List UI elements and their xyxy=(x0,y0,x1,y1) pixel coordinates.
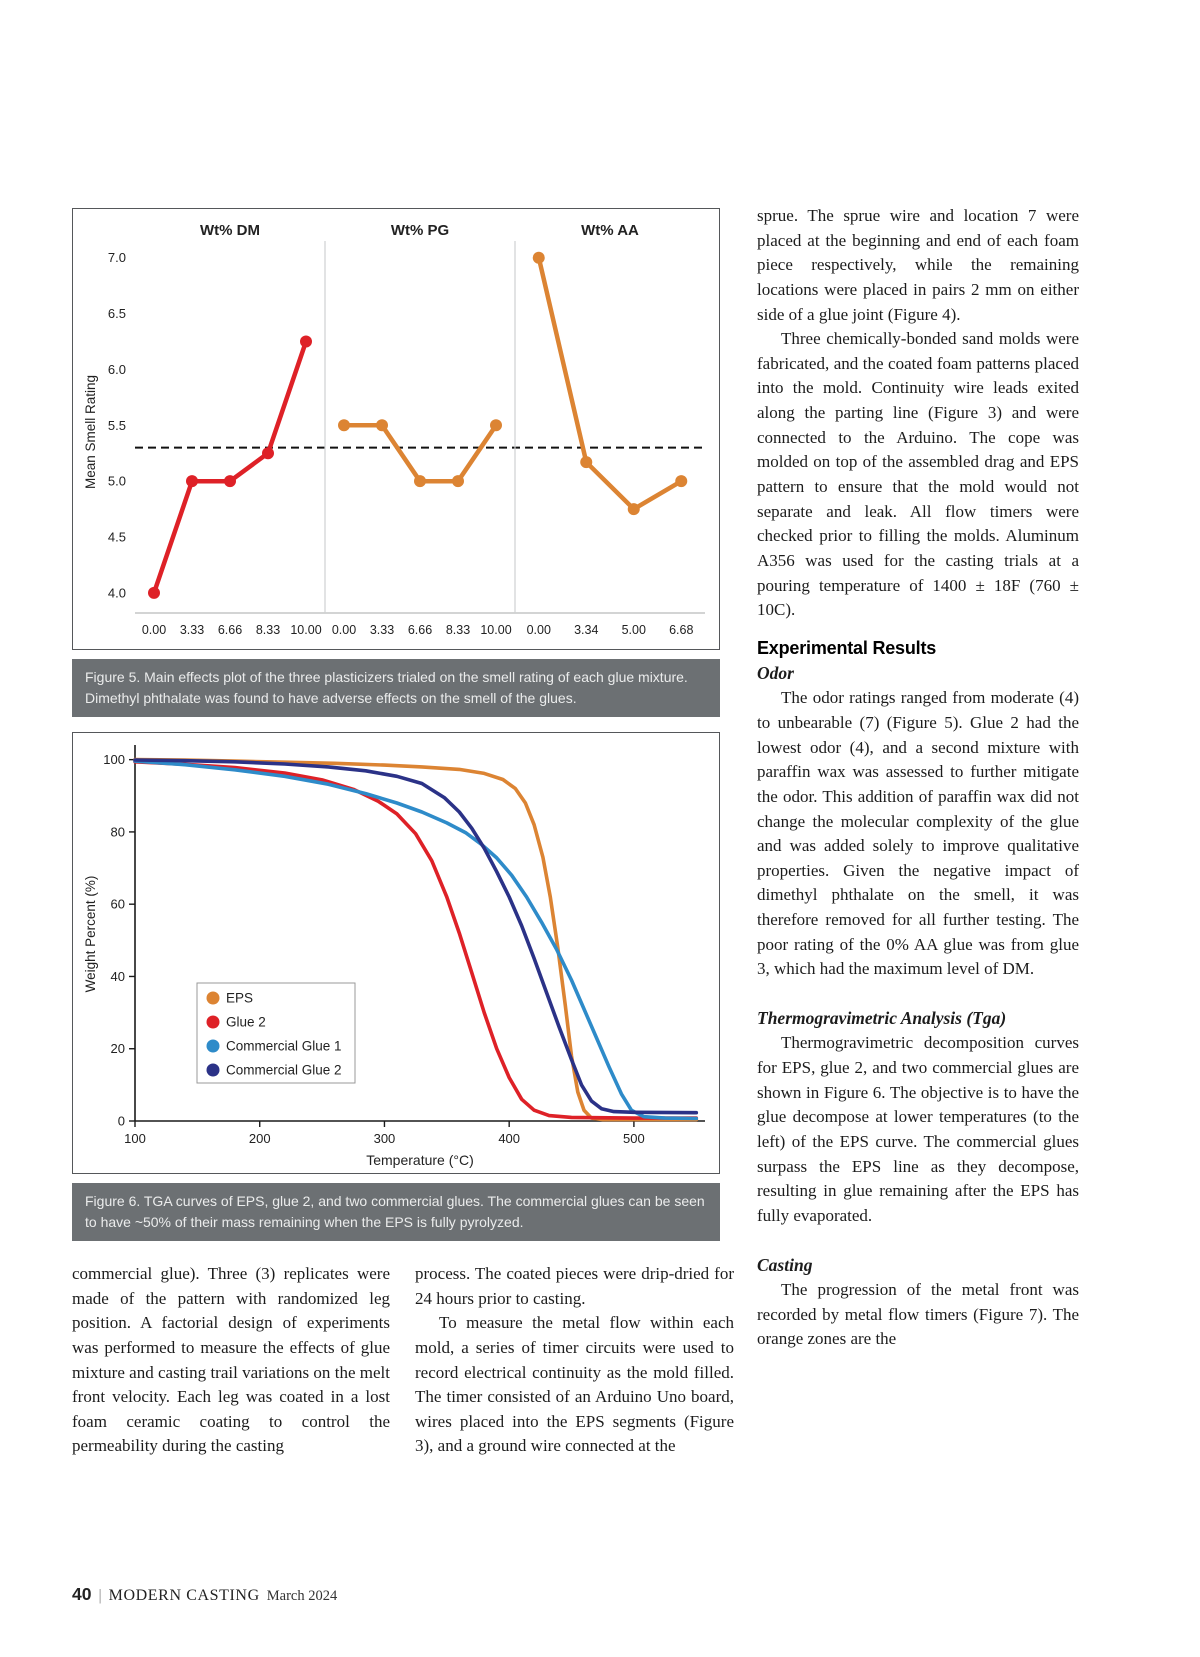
data-point xyxy=(338,419,350,432)
paragraph-casting: The progression of the metal front was r… xyxy=(757,1279,1079,1349)
svg-text:0.00: 0.00 xyxy=(527,623,551,637)
issue-date: March 2024 xyxy=(266,1588,338,1604)
series-line-Wt%-AA xyxy=(536,255,684,512)
data-point xyxy=(300,335,312,348)
bottom-middle-column: process. The coated pieces were drip-dri… xyxy=(415,1262,734,1459)
svg-text:6.66: 6.66 xyxy=(408,623,432,637)
data-point xyxy=(224,475,236,488)
svg-text:400: 400 xyxy=(498,1131,520,1146)
svg-text:20: 20 xyxy=(111,1041,125,1056)
figure5-caption: Figure 5. Main effects plot of the three… xyxy=(72,659,720,717)
legend-label: Glue 2 xyxy=(226,1015,266,1030)
series-line-EPS xyxy=(133,757,699,1122)
series-line-Glue-2 xyxy=(133,759,699,1120)
series-line-Wt%-DM xyxy=(151,339,309,596)
svg-text:3.33: 3.33 xyxy=(370,623,394,637)
svg-text:0: 0 xyxy=(118,1114,125,1129)
figure6-caption: Figure 6. TGA curves of EPS, glue 2, and… xyxy=(72,1183,720,1241)
svg-text:0.00: 0.00 xyxy=(332,623,356,637)
paragraph-replicates: commercial glue). Three (3) replicates w… xyxy=(72,1264,390,1456)
svg-text:10.00: 10.00 xyxy=(290,623,321,637)
legend-swatch xyxy=(206,1039,220,1053)
svg-text:3.34: 3.34 xyxy=(574,623,598,637)
svg-text:0.00: 0.00 xyxy=(142,623,166,637)
data-point xyxy=(580,456,593,469)
y-axis-label: Mean Smell Rating xyxy=(83,375,98,489)
svg-text:300: 300 xyxy=(374,1131,396,1146)
series-line-Wt%-PG xyxy=(341,423,499,484)
svg-text:6.68: 6.68 xyxy=(669,623,693,637)
svg-text:8.33: 8.33 xyxy=(446,623,470,637)
svg-text:5.5: 5.5 xyxy=(108,418,126,433)
legend-label: EPS xyxy=(226,991,253,1006)
svg-text:40: 40 xyxy=(111,969,125,984)
legend-label: Commercial Glue 2 xyxy=(226,1063,342,1078)
svg-text:500: 500 xyxy=(623,1131,645,1146)
svg-text:6.66: 6.66 xyxy=(218,623,242,637)
svg-text:4.5: 4.5 xyxy=(108,530,126,545)
subheading-tga: Thermogravimetric Analysis (Tga) xyxy=(757,1008,1007,1029)
y-axis-label: Weight Percent (%) xyxy=(83,876,98,993)
paragraph-odor: The odor ratings ranged from moderate (4… xyxy=(757,688,1079,979)
data-point xyxy=(675,475,688,488)
data-point xyxy=(414,475,426,488)
svg-text:60: 60 xyxy=(111,897,125,912)
figure6-chart: 100 200 300 400 500 0 20 40 60 80 100 Temperature (… xyxy=(83,745,705,1168)
paragraph-timers: To measure the metal flow within each mo… xyxy=(415,1313,734,1456)
svg-text:5.00: 5.00 xyxy=(622,623,646,637)
data-point xyxy=(532,251,545,264)
legend-swatch xyxy=(206,1015,220,1029)
panel-title: Wt% PG xyxy=(391,222,449,239)
svg-text:4.0: 4.0 xyxy=(108,585,126,600)
figure5-chart: 4.0 4.5 5.0 5.5 6.0 6.5 7.0 Mean Smell Rating Wt… xyxy=(83,222,705,637)
data-point xyxy=(262,447,274,460)
paragraph-tga: Thermogravimetric decomposition curves f… xyxy=(757,1033,1079,1225)
right-text-column: sprue. The sprue wire and location 7 wer… xyxy=(757,204,1079,1352)
svg-text:6.0: 6.0 xyxy=(108,362,126,377)
series-line-Commercial-Glue-2 xyxy=(133,758,699,1115)
subheading-casting: Casting xyxy=(757,1254,813,1275)
svg-text:10.00: 10.00 xyxy=(480,623,511,637)
svg-text:7.0: 7.0 xyxy=(108,250,126,265)
svg-text:200: 200 xyxy=(249,1131,271,1146)
svg-text:8.33: 8.33 xyxy=(256,623,280,637)
svg-text:5.0: 5.0 xyxy=(108,474,126,489)
figure5-main-effects-plot: 4.0 4.5 5.0 5.5 6.0 6.5 7.0 Mean Smell Rating Wt… xyxy=(72,208,720,650)
series-line-Commercial-Glue-1 xyxy=(133,759,699,1121)
paragraph-sprue: sprue. The sprue wire and location 7 wer… xyxy=(757,206,1079,324)
data-point xyxy=(490,419,502,432)
page-number: 40 xyxy=(72,1584,92,1604)
panel-title: Wt% DM xyxy=(200,222,260,239)
svg-text:6.5: 6.5 xyxy=(108,306,126,321)
data-point xyxy=(627,503,640,516)
svg-text:100: 100 xyxy=(103,752,125,767)
legend-box xyxy=(196,982,356,1084)
paragraph-molds: Three chemically-bonded sand molds were … xyxy=(757,329,1079,620)
magazine-name: MODERN CASTING xyxy=(108,1587,260,1604)
subheading-odor: Odor xyxy=(757,662,794,683)
paragraph-process: process. The coated pieces were drip-dri… xyxy=(415,1264,734,1308)
data-point xyxy=(376,419,388,432)
data-point xyxy=(148,586,160,599)
panel-title: Wt% AA xyxy=(581,222,639,239)
svg-text:80: 80 xyxy=(111,824,125,839)
footer-separator: | xyxy=(98,1587,102,1604)
x-axis-label: Temperature (°C) xyxy=(366,1152,474,1168)
legend-swatch xyxy=(206,1063,220,1077)
svg-text:3.33: 3.33 xyxy=(180,623,204,637)
data-point xyxy=(452,475,464,488)
legend-swatch xyxy=(206,991,220,1005)
heading-experimental-results: Experimental Results xyxy=(757,637,937,658)
svg-text:100: 100 xyxy=(124,1131,146,1146)
page-footer: 40 | MODERN CASTING March 2024 xyxy=(72,1584,337,1605)
legend-label: Commercial Glue 1 xyxy=(226,1039,342,1054)
data-point xyxy=(186,475,198,488)
figure6-tga-plot: 100 200 300 400 500 0 20 40 60 80 100 Temperature (… xyxy=(72,732,720,1174)
bottom-left-column: commercial glue). Three (3) replicates w… xyxy=(72,1262,390,1459)
